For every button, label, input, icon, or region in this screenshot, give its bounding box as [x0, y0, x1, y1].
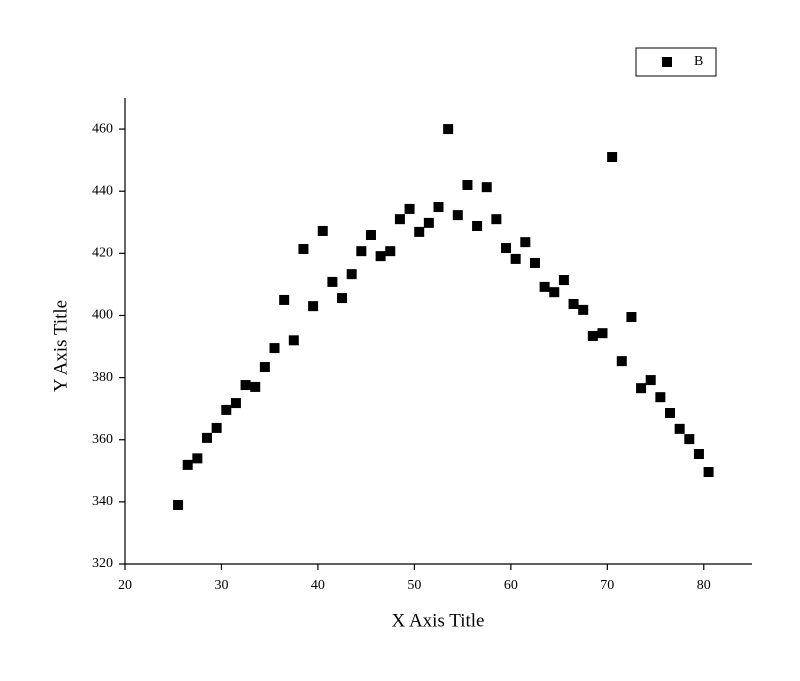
point: [308, 301, 319, 312]
point: [337, 293, 348, 304]
point: [298, 243, 309, 254]
point: [674, 423, 685, 434]
x-tick-label: 80: [697, 578, 711, 593]
point: [288, 335, 299, 346]
point: [462, 179, 473, 190]
point: [655, 392, 666, 403]
x-tick-label: 20: [118, 578, 132, 593]
point: [250, 381, 261, 392]
point: [394, 214, 405, 225]
point: [452, 210, 463, 221]
point: [558, 275, 569, 286]
point: [510, 253, 521, 264]
point: [211, 422, 222, 433]
x-tick-label: 70: [600, 578, 614, 593]
point: [201, 432, 212, 443]
point: [645, 375, 656, 386]
point: [703, 467, 714, 478]
point: [693, 449, 704, 460]
point: [365, 230, 376, 241]
y-axis-title: Y Axis Title: [50, 300, 71, 392]
y-tick-label: 380: [92, 370, 113, 385]
point: [501, 243, 512, 254]
point: [346, 269, 357, 280]
point: [404, 203, 415, 214]
point: [279, 294, 290, 305]
point: [626, 312, 637, 323]
point: [472, 220, 483, 231]
point: [375, 251, 386, 262]
point: [221, 404, 232, 415]
point: [192, 453, 203, 464]
point: [327, 276, 338, 287]
point: [491, 214, 502, 225]
y-tick-label: 400: [92, 308, 113, 323]
point: [597, 328, 608, 339]
point: [385, 246, 396, 257]
point: [568, 298, 579, 309]
point: [616, 356, 627, 367]
point: [433, 202, 444, 213]
point: [240, 380, 251, 391]
point: [269, 343, 280, 354]
point: [684, 434, 695, 445]
point: [443, 124, 454, 135]
y-tick-label: 360: [92, 432, 113, 447]
x-tick-label: 30: [214, 578, 228, 593]
point: [481, 182, 492, 193]
y-tick-label: 340: [92, 494, 113, 509]
point: [317, 225, 328, 236]
point: [529, 257, 540, 268]
y-tick-label: 440: [92, 183, 113, 198]
x-tick-label: 60: [504, 578, 518, 593]
point: [230, 398, 241, 409]
point: [665, 408, 676, 419]
point: [587, 330, 598, 341]
point: [356, 246, 367, 257]
legend-marker: [662, 57, 672, 67]
point: [539, 281, 550, 292]
legend-label: B: [694, 54, 703, 69]
point: [520, 237, 531, 248]
point: [423, 217, 434, 228]
point: [259, 362, 270, 373]
point: [173, 499, 184, 510]
x-tick-label: 40: [311, 578, 325, 593]
point: [607, 152, 618, 163]
y-tick-label: 420: [92, 246, 113, 261]
point: [578, 304, 589, 315]
point: [182, 459, 193, 470]
x-tick-label: 50: [407, 578, 421, 593]
point: [414, 226, 425, 237]
x-axis-title: X Axis Title: [392, 610, 485, 631]
legend-box: [635, 47, 717, 77]
point: [636, 383, 647, 394]
point: [549, 287, 560, 298]
y-tick-label: 460: [92, 121, 113, 136]
y-tick-label: 320: [92, 556, 113, 571]
